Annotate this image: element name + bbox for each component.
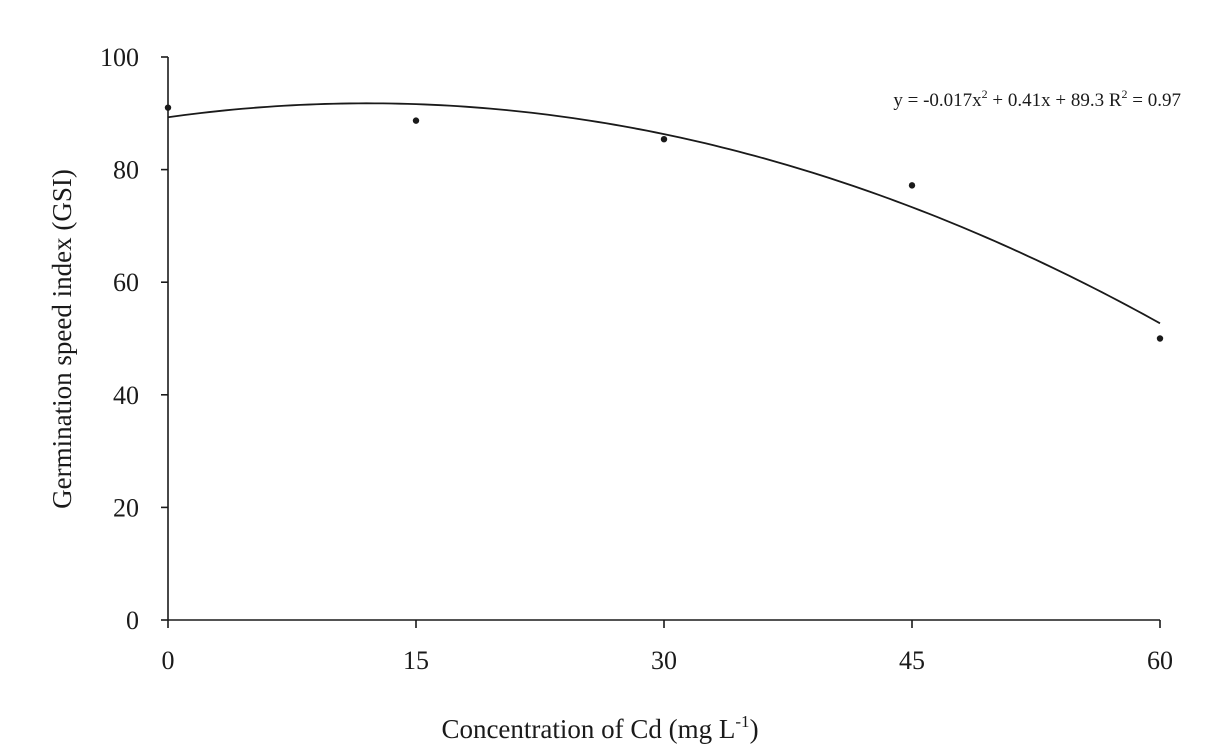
data-point [908, 182, 916, 189]
x-ticks: 0 15 30 45 60 [162, 620, 1173, 675]
equation-superscript-1: 2 [982, 87, 988, 101]
x-tick-label: 60 [1147, 646, 1173, 675]
y-tick-label: 80 [113, 156, 139, 185]
data-point [1156, 335, 1164, 342]
x-tick-label: 45 [899, 646, 925, 675]
y-ticks: 0 20 40 60 80 100 [100, 43, 168, 635]
y-tick-label: 60 [113, 268, 139, 297]
x-axis-title: Concentration of Cd (mg L-1) [441, 712, 758, 744]
data-points [164, 104, 1164, 342]
data-point [660, 135, 668, 143]
y-tick-label: 40 [113, 381, 139, 410]
x-tick-label: 15 [403, 646, 429, 675]
x-axis-title-superscript: -1 [735, 712, 749, 731]
regression-curve [167, 102, 1161, 325]
y-tick-label: 100 [100, 43, 139, 72]
data-point [164, 104, 172, 111]
regression-equation: y = -0.017x2 + 0.41x + 89.3 R2 = 0.97 [893, 87, 1181, 111]
data-point [412, 117, 420, 124]
y-axis-title: Germination speed index (GSI) [47, 169, 77, 509]
y-tick-label: 20 [113, 493, 139, 522]
x-tick-label: 30 [651, 646, 677, 675]
x-tick-label: 0 [162, 646, 175, 675]
y-tick-label: 0 [126, 606, 139, 635]
equation-superscript-2: 2 [1122, 87, 1128, 101]
